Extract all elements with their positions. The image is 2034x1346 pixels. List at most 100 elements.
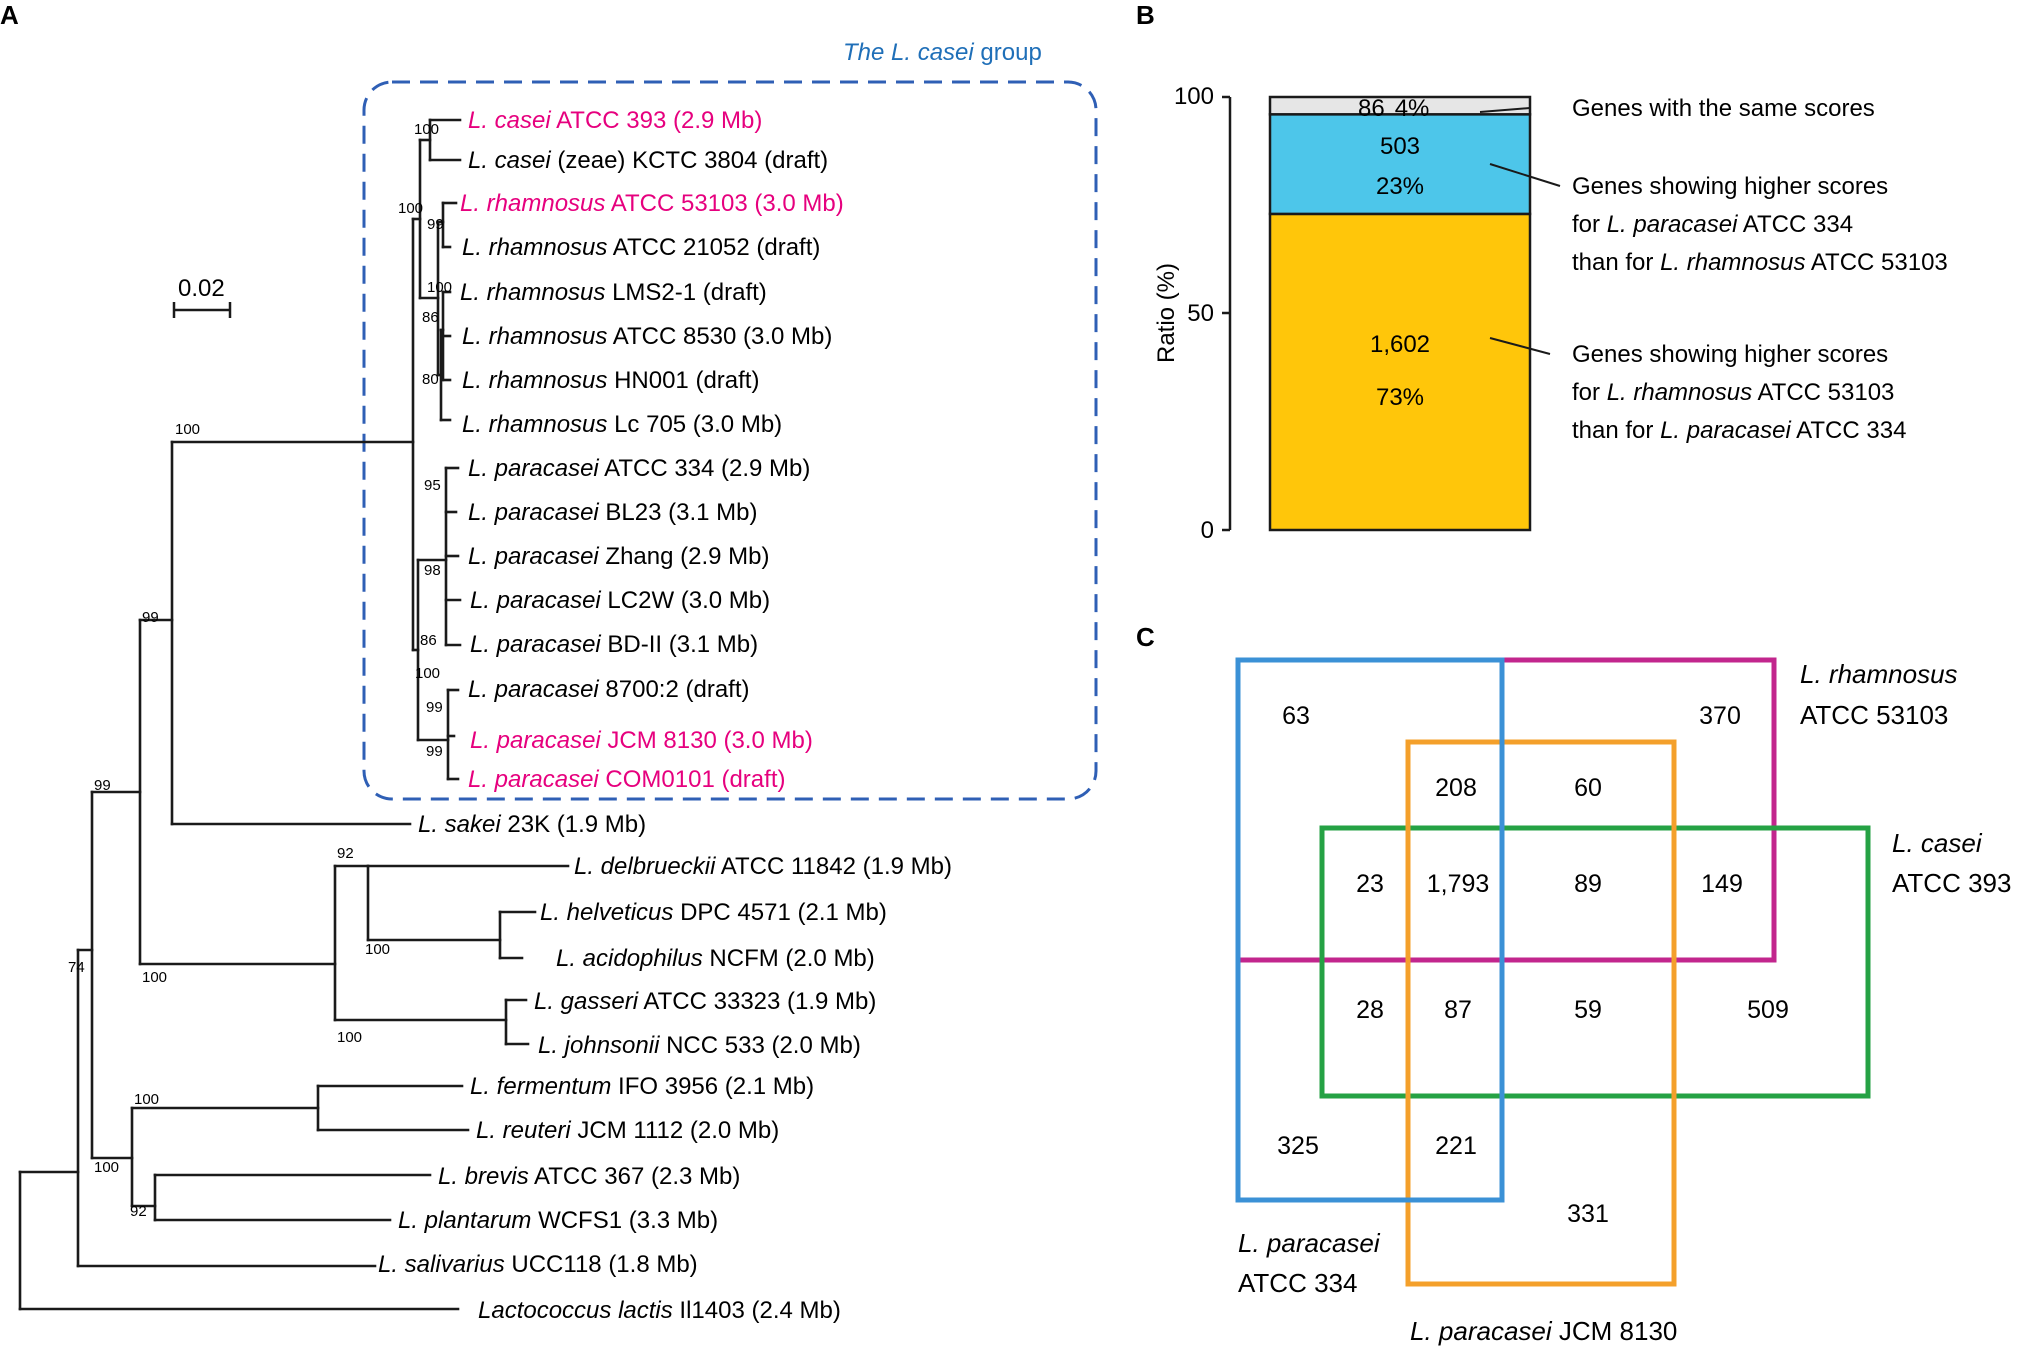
legend-paracasei-line2: for L. paracasei ATCC 334 bbox=[1572, 211, 1853, 238]
taxon-strain: ATCC 33323 (1.9 Mb) bbox=[638, 988, 876, 1015]
taxon-strain: LC2W (3.0 Mb) bbox=[601, 587, 770, 614]
venn-label-casei-species: L. casei bbox=[1892, 828, 1983, 858]
taxon-species: L. paracasei bbox=[468, 766, 599, 793]
taxon-strain: Zhang (2.9 Mb) bbox=[599, 543, 770, 570]
taxon-label: L. gasseri ATCC 33323 (1.9 Mb) bbox=[534, 988, 876, 1015]
taxon-species: L. helveticus bbox=[540, 899, 673, 926]
taxon-label: L. reuteri JCM 1112 (2.0 Mb) bbox=[476, 1117, 779, 1144]
taxon-strain: WCFS1 (3.3 Mb) bbox=[531, 1207, 718, 1234]
taxon-strain: 8700:2 (draft) bbox=[599, 676, 750, 703]
taxon-label: L. paracasei BD-II (3.1 Mb) bbox=[470, 631, 758, 658]
taxon-species: L. fermentum bbox=[470, 1073, 611, 1100]
bootstrap-value: 74 bbox=[68, 959, 85, 976]
taxon-species: L. plantarum bbox=[398, 1207, 531, 1234]
taxon-strain: BD-II (3.1 Mb) bbox=[601, 631, 758, 658]
y-tick-label: 100 bbox=[1174, 83, 1214, 110]
bar-label-same: 86 4% bbox=[1358, 95, 1429, 122]
taxon-species: L. paracasei bbox=[468, 676, 599, 703]
venn-set-rhamnosus bbox=[1235, 657, 1777, 963]
taxon-strain: Il1403 (2.4 Mb) bbox=[673, 1297, 841, 1324]
venn-label-rhamnosus-strain: ATCC 53103 bbox=[1800, 700, 1948, 730]
taxon-labels: L. casei ATCC 393 (2.9 Mb) L. casei (zeae… bbox=[378, 107, 952, 1324]
venn-label-rhamnosus-species: L. rhamnosus bbox=[1800, 659, 1958, 689]
taxon-strain: JCM 1112 (2.0 Mb) bbox=[571, 1117, 780, 1144]
taxon-label: L. casei (zeae) KCTC 3804 (draft) bbox=[468, 147, 828, 174]
leader-line bbox=[1489, 337, 1551, 355]
bar-percent-paracasei: 23% bbox=[1376, 173, 1424, 200]
taxon-strain: ATCC 334 (2.9 Mb) bbox=[599, 455, 811, 482]
taxon-species: L. rhamnosus bbox=[460, 190, 605, 217]
taxon-strain: NCFM (2.0 Mb) bbox=[703, 945, 875, 972]
legend-paracasei-line3: than for L. rhamnosus ATCC 53103 bbox=[1572, 249, 1948, 276]
taxon-label: L. paracasei COM0101 (draft) bbox=[468, 766, 785, 793]
taxon-label: Lactococcus lactis Il1403 (2.4 Mb) bbox=[478, 1297, 841, 1324]
venn-set-paracasei334 bbox=[1235, 657, 1505, 1203]
taxon-species: L. paracasei bbox=[470, 631, 601, 658]
taxon-label: L. fermentum IFO 3956 (2.1 Mb) bbox=[470, 1073, 814, 1100]
taxon-label: L. sakei 23K (1.9 Mb) bbox=[418, 811, 646, 838]
taxon-strain: LMS2-1 (draft) bbox=[605, 279, 766, 306]
taxon-species: L. rhamnosus bbox=[462, 367, 607, 394]
taxon-strain: DPC 4571 (2.1 Mb) bbox=[673, 899, 886, 926]
bootstrap-value: 100 bbox=[427, 279, 452, 296]
casei-group-box bbox=[362, 80, 1098, 801]
venn-set-casei bbox=[1319, 825, 1871, 1099]
venn-counts: 63 370 208 60 23 1,793 89 149 28 87 59 5… bbox=[1277, 702, 1789, 1228]
bootstrap-value: 100 bbox=[414, 121, 439, 138]
panel-c-letter: C bbox=[1136, 622, 1155, 652]
taxon-species: L. johnsonii bbox=[538, 1032, 660, 1059]
bootstrap-value: 95 bbox=[424, 477, 441, 494]
venn-count: 87 bbox=[1444, 996, 1472, 1024]
taxon-label: L. salivarius UCC118 (1.8 Mb) bbox=[378, 1251, 698, 1278]
bar-segment-same-scores bbox=[1268, 95, 1532, 116]
venn-diagram bbox=[1235, 657, 1871, 1287]
taxon-label: L. paracasei LC2W (3.0 Mb) bbox=[470, 587, 770, 614]
bootstrap-value: 100 bbox=[337, 1029, 362, 1046]
venn-count: 63 bbox=[1282, 702, 1310, 730]
taxon-species: L. rhamnosus bbox=[462, 323, 607, 350]
bar-count-paracasei: 503 bbox=[1380, 133, 1420, 160]
taxon-label: L. casei ATCC 393 (2.9 Mb) bbox=[468, 107, 762, 134]
taxon-label: L. paracasei BL23 (3.1 Mb) bbox=[468, 499, 758, 526]
bootstrap-value: 99 bbox=[142, 609, 159, 626]
bootstrap-value: 100 bbox=[94, 1159, 119, 1176]
bootstrap-value: 80 bbox=[422, 371, 439, 388]
taxon-strain: (zeae) KCTC 3804 (draft) bbox=[551, 147, 828, 174]
venn-set-jcm8130 bbox=[1405, 739, 1677, 1287]
bar-segment-rhamnosus-higher bbox=[1268, 212, 1532, 532]
bootstrap-value: 99 bbox=[426, 743, 443, 760]
venn-count: 370 bbox=[1699, 702, 1741, 730]
venn-count: 509 bbox=[1747, 996, 1789, 1024]
bootstrap-value: 100 bbox=[415, 665, 440, 682]
taxon-species: L. paracasei bbox=[468, 543, 599, 570]
bootstrap-value: 100 bbox=[398, 200, 423, 217]
taxon-species: L. sakei bbox=[418, 811, 501, 838]
taxon-strain: JCM 8130 (3.0 Mb) bbox=[601, 727, 813, 754]
taxon-label: L. rhamnosus HN001 (draft) bbox=[462, 367, 759, 394]
taxon-label: L. paracasei ATCC 334 (2.9 Mb) bbox=[468, 455, 810, 482]
taxon-strain: ATCC 21052 (draft) bbox=[607, 234, 820, 261]
legend-same: Genes with the same scores bbox=[1572, 95, 1875, 122]
taxon-label: L. brevis ATCC 367 (2.3 Mb) bbox=[438, 1163, 740, 1190]
taxon-strain: ATCC 367 (2.3 Mb) bbox=[529, 1163, 741, 1190]
y-tick-label: 0 bbox=[1201, 517, 1214, 544]
taxon-label: L. helveticus DPC 4571 (2.1 Mb) bbox=[540, 899, 887, 926]
bar-count-rhamnosus: 1,602 bbox=[1370, 331, 1430, 358]
scale-bar bbox=[172, 302, 232, 318]
taxon-species: L. paracasei bbox=[468, 455, 599, 482]
leader-line bbox=[1489, 163, 1561, 187]
venn-count: 149 bbox=[1701, 870, 1743, 898]
taxon-label: L. rhamnosus Lc 705 (3.0 Mb) bbox=[462, 411, 782, 438]
taxon-strain: HN001 (draft) bbox=[607, 367, 759, 394]
taxon-species: L. delbrueckii bbox=[574, 853, 716, 880]
taxon-species: L. gasseri bbox=[534, 988, 639, 1015]
taxon-strain: ATCC 53103 (3.0 Mb) bbox=[605, 190, 843, 217]
venn-count: 89 bbox=[1574, 870, 1602, 898]
bar-chart: 100 50 0 Ratio (%) 86 4% 503 23% 1,602 73… bbox=[1153, 83, 1948, 544]
venn-count: 60 bbox=[1574, 774, 1602, 802]
legend-rhamnosus-line3: than for L. paracasei ATCC 334 bbox=[1572, 417, 1906, 444]
venn-count: 221 bbox=[1435, 1132, 1477, 1160]
taxon-strain: 23K (1.9 Mb) bbox=[501, 811, 646, 838]
legend-paracasei-line1: Genes showing higher scores bbox=[1572, 173, 1888, 200]
venn-count: 331 bbox=[1567, 1200, 1609, 1228]
